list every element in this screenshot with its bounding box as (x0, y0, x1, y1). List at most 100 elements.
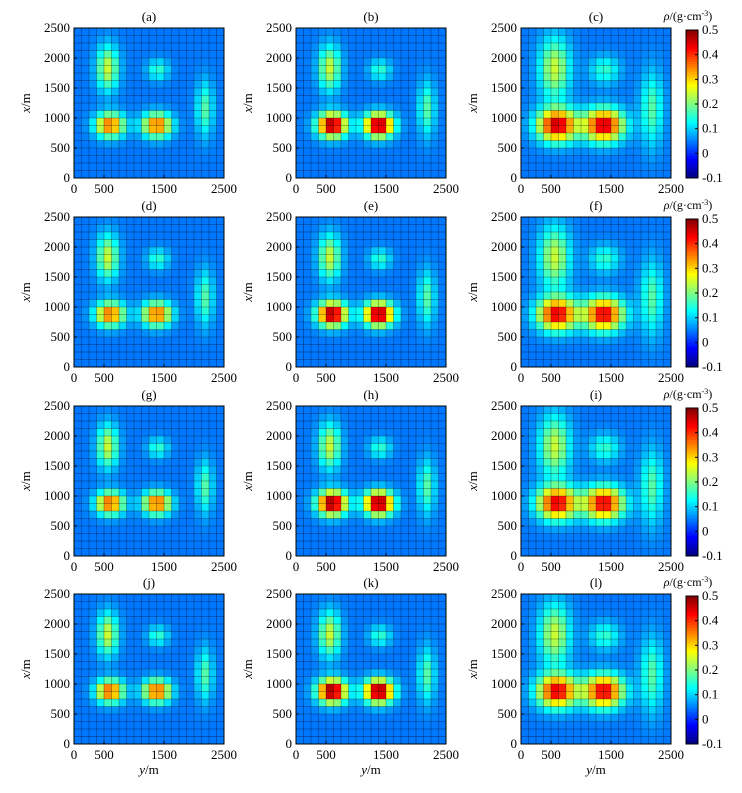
heat-cell (318, 65, 327, 74)
heat-cell (581, 155, 589, 164)
heat-cell (341, 624, 349, 632)
heat-cell (201, 65, 210, 74)
heat-cell (431, 155, 439, 164)
colorbar-swatch (686, 228, 698, 232)
heat-cell (656, 88, 664, 96)
heat-cell (111, 247, 120, 255)
heat-cell (528, 503, 537, 512)
heat-cell (438, 609, 447, 617)
heat-cell (186, 646, 195, 655)
heat-cell (663, 503, 672, 512)
colorbar-swatch (686, 258, 698, 262)
heat-cell (566, 526, 574, 534)
heat-cell (119, 65, 127, 74)
heat-cell (401, 511, 409, 519)
heat-cell (558, 511, 567, 519)
heat-cell (141, 232, 150, 240)
heat-cell (126, 88, 135, 96)
heat-cell (81, 43, 90, 51)
heat-cell (171, 337, 180, 345)
heat-cell (401, 518, 409, 527)
colorbar-swatch (686, 101, 698, 105)
heat-cell (179, 511, 187, 519)
heat-cell (303, 631, 312, 640)
heat-cell (74, 58, 82, 66)
heat-cell (543, 254, 552, 263)
heat-cell (216, 155, 225, 164)
colorbar-swatch (686, 430, 698, 433)
heat-cell (104, 533, 112, 542)
heat-cell (588, 299, 597, 308)
heat-cell (216, 526, 225, 534)
heat-cell (164, 428, 172, 437)
plot-frame (295, 216, 447, 368)
heat-cell (171, 428, 180, 437)
heat-cell (89, 299, 97, 308)
heat-cell (164, 624, 172, 632)
heat-cell (171, 458, 180, 467)
heat-cell (89, 95, 97, 104)
colorbar-swatch (686, 427, 698, 431)
heat-cell (408, 406, 417, 414)
heat-cell (186, 337, 195, 345)
heat-cell (216, 601, 225, 610)
heat-cell (573, 428, 582, 437)
heat-cell (588, 337, 597, 345)
heat-cell (186, 103, 195, 111)
heat-cell (149, 140, 157, 149)
heat-cell (179, 406, 187, 414)
heat-cell (663, 481, 672, 489)
heat-cell (596, 125, 604, 134)
heat-cell (216, 28, 225, 36)
heat-cell (626, 110, 634, 119)
heat-cell (423, 307, 432, 315)
heat-cell (96, 329, 105, 338)
heat-cell (393, 58, 402, 66)
heat-cell (408, 110, 417, 119)
heat-cell (326, 254, 334, 263)
heat-cell (119, 148, 127, 156)
heat-cell (386, 601, 394, 610)
heat-cell (528, 413, 537, 422)
heat-cell (81, 217, 90, 225)
heat-cell (96, 533, 105, 542)
heat-cell (164, 232, 172, 240)
heat-cell (296, 639, 304, 647)
heat-cell (156, 344, 165, 353)
heat-cell (318, 481, 327, 489)
heat-cell (104, 217, 112, 225)
heat-cell (296, 103, 304, 111)
heat-cell (74, 706, 82, 715)
heat-cell (626, 170, 634, 179)
y-tick-label: 1000 (44, 110, 70, 125)
heat-cell (104, 443, 112, 452)
heat-cell (611, 73, 619, 81)
heat-cell (356, 533, 364, 542)
heat-cell (633, 466, 642, 474)
heat-cell (573, 103, 582, 111)
heat-cell (209, 217, 217, 225)
heat-cell (119, 352, 127, 360)
heat-cell (171, 95, 180, 104)
heat-cell (209, 359, 217, 368)
heat-cell (164, 103, 172, 111)
heat-cell (558, 73, 567, 81)
heat-cell (363, 299, 372, 308)
heat-cell (363, 624, 372, 632)
heat-cell (149, 669, 157, 677)
heat-cell (89, 699, 97, 707)
heat-cell (296, 488, 304, 497)
heat-cell (596, 451, 604, 459)
heat-cell (641, 239, 649, 248)
heat-cell (74, 247, 82, 255)
heat-cell (378, 526, 387, 534)
heat-cell (333, 488, 342, 497)
y-tick-label: 2500 (266, 209, 292, 224)
heat-cell (194, 65, 202, 74)
heat-cell (386, 496, 394, 504)
heat-cell (423, 466, 432, 474)
heat-cell (363, 110, 372, 119)
heat-cell (341, 155, 349, 164)
heat-cell (348, 269, 357, 278)
heat-cell (356, 352, 364, 360)
